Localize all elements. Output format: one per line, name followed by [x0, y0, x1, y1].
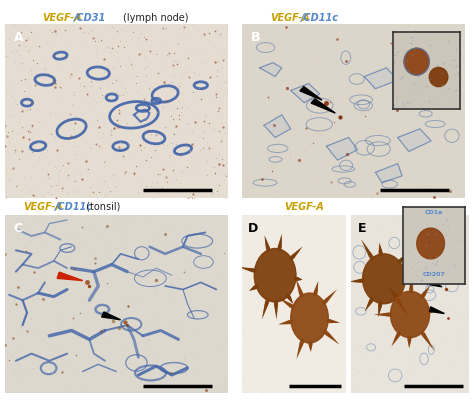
- Ellipse shape: [363, 254, 405, 304]
- Text: VEGF-A: VEGF-A: [284, 202, 324, 211]
- Text: CD207: CD207: [422, 272, 445, 277]
- Text: VEGF-A: VEGF-A: [43, 13, 82, 23]
- Ellipse shape: [404, 48, 429, 75]
- Ellipse shape: [429, 67, 448, 87]
- Polygon shape: [375, 164, 402, 183]
- Polygon shape: [300, 87, 322, 100]
- Polygon shape: [364, 68, 398, 89]
- Ellipse shape: [254, 249, 296, 302]
- Text: B: B: [251, 31, 260, 44]
- Text: VEGF-A: VEGF-A: [270, 13, 310, 23]
- Polygon shape: [57, 272, 82, 281]
- Polygon shape: [101, 312, 120, 320]
- Polygon shape: [327, 138, 357, 160]
- Text: /CD31: /CD31: [73, 13, 106, 23]
- Text: D: D: [248, 222, 258, 235]
- Text: /CD11c: /CD11c: [301, 13, 339, 23]
- Text: /CD11c: /CD11c: [55, 202, 92, 211]
- Text: CD1a: CD1a: [425, 211, 443, 215]
- Polygon shape: [398, 129, 431, 151]
- Polygon shape: [311, 99, 335, 113]
- Polygon shape: [430, 307, 444, 313]
- Polygon shape: [291, 83, 319, 103]
- Text: C: C: [14, 222, 23, 235]
- Text: (tonsil): (tonsil): [83, 202, 120, 211]
- Polygon shape: [264, 115, 291, 138]
- Text: E: E: [358, 222, 366, 235]
- Ellipse shape: [417, 228, 445, 259]
- Polygon shape: [430, 280, 442, 287]
- Ellipse shape: [391, 291, 429, 338]
- Text: VEGF-A: VEGF-A: [24, 202, 64, 211]
- Text: (lymph node): (lymph node): [123, 13, 189, 23]
- Text: A: A: [14, 31, 23, 44]
- Polygon shape: [260, 63, 282, 77]
- Ellipse shape: [291, 293, 328, 343]
